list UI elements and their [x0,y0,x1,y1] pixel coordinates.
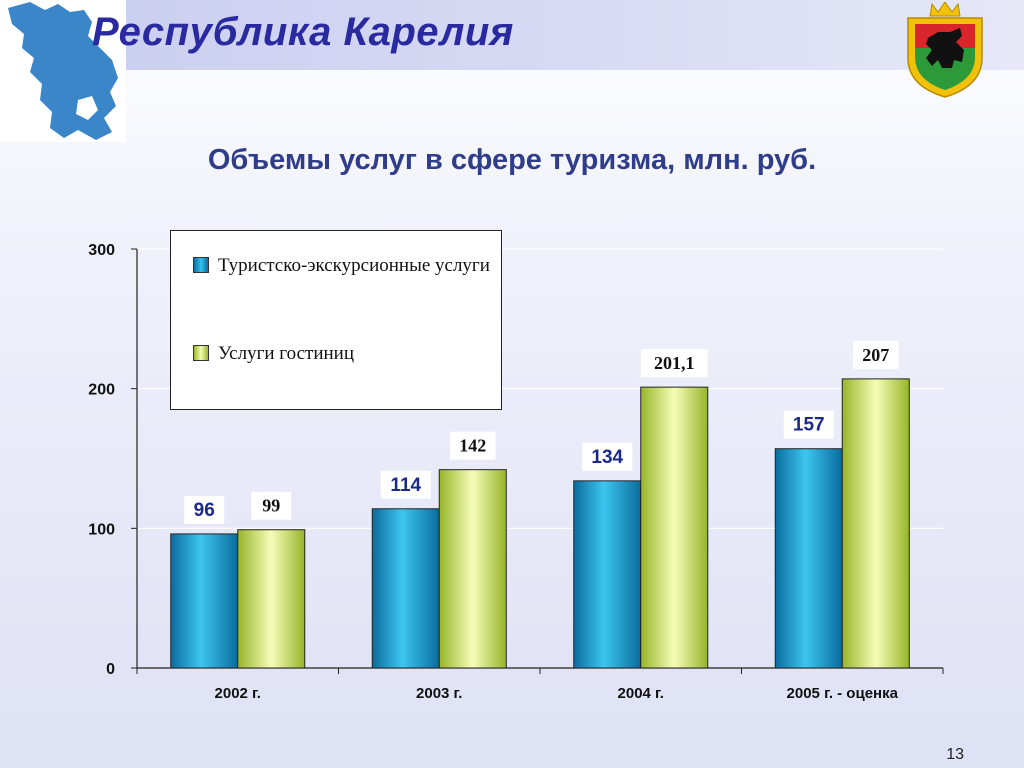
data-label-series-1: 114 [390,475,421,496]
legend-item-series-2: Услуги гостиниц [193,341,493,367]
data-label-bg [450,431,496,460]
legend-swatch-series-2 [193,345,209,361]
data-label-bg [783,410,834,439]
bar-series-2 [841,378,910,669]
x-tick-label: 2003 г. [416,685,462,702]
y-tick-label: 200 [88,382,115,399]
bar-series-1 [371,508,440,669]
chart-legend: Туристско-экскурсионные услуги Услуги го… [170,230,502,410]
bar-series-1 [774,448,843,669]
data-label-series-2: 201,1 [654,353,695,373]
bar-series-1 [170,533,239,669]
x-tick-label: 2004 г. [618,685,664,702]
data-label-bg [641,349,708,378]
x-tick-label: 2002 г. [215,685,261,702]
karelia-map-icon [0,0,126,142]
y-tick-label: 300 [88,242,115,259]
data-label-series-2: 99 [262,496,280,516]
legend-swatch-series-1 [193,257,209,273]
x-tick-label: 2005 г. - оценка [787,685,899,702]
data-label-series-1: 157 [793,415,825,436]
y-tick-label: 100 [88,521,115,538]
data-label-series-1: 134 [591,447,623,468]
y-tick-label: 0 [106,661,115,678]
data-label-series-1: 96 [194,500,215,521]
app-title: Республика Карелия [92,10,514,54]
data-label-series-2: 207 [862,345,889,365]
bar-series-1 [573,480,642,669]
chart-title: Объемы услуг в сфере туризма, млн. руб. [207,144,817,176]
data-label-bg [853,340,899,369]
data-label-series-2: 142 [459,436,486,456]
data-label-bg [380,470,431,499]
data-label-bg [582,442,633,471]
karelia-coat-of-arms-icon [902,1,988,98]
bar-series-2 [237,529,306,669]
bar-series-2 [640,386,709,669]
legend-label-series-1: Туристско-экскурсионные услуги [218,255,490,276]
legend-label-series-2: Услуги гостиниц [218,343,354,364]
page-number: 13 [946,746,964,763]
bar-series-2 [438,469,507,669]
data-label-bg [251,491,292,520]
header-band [0,0,1024,70]
data-label-bg [184,495,225,524]
legend-item-series-1: Туристско-экскурсионные услуги [193,253,493,279]
